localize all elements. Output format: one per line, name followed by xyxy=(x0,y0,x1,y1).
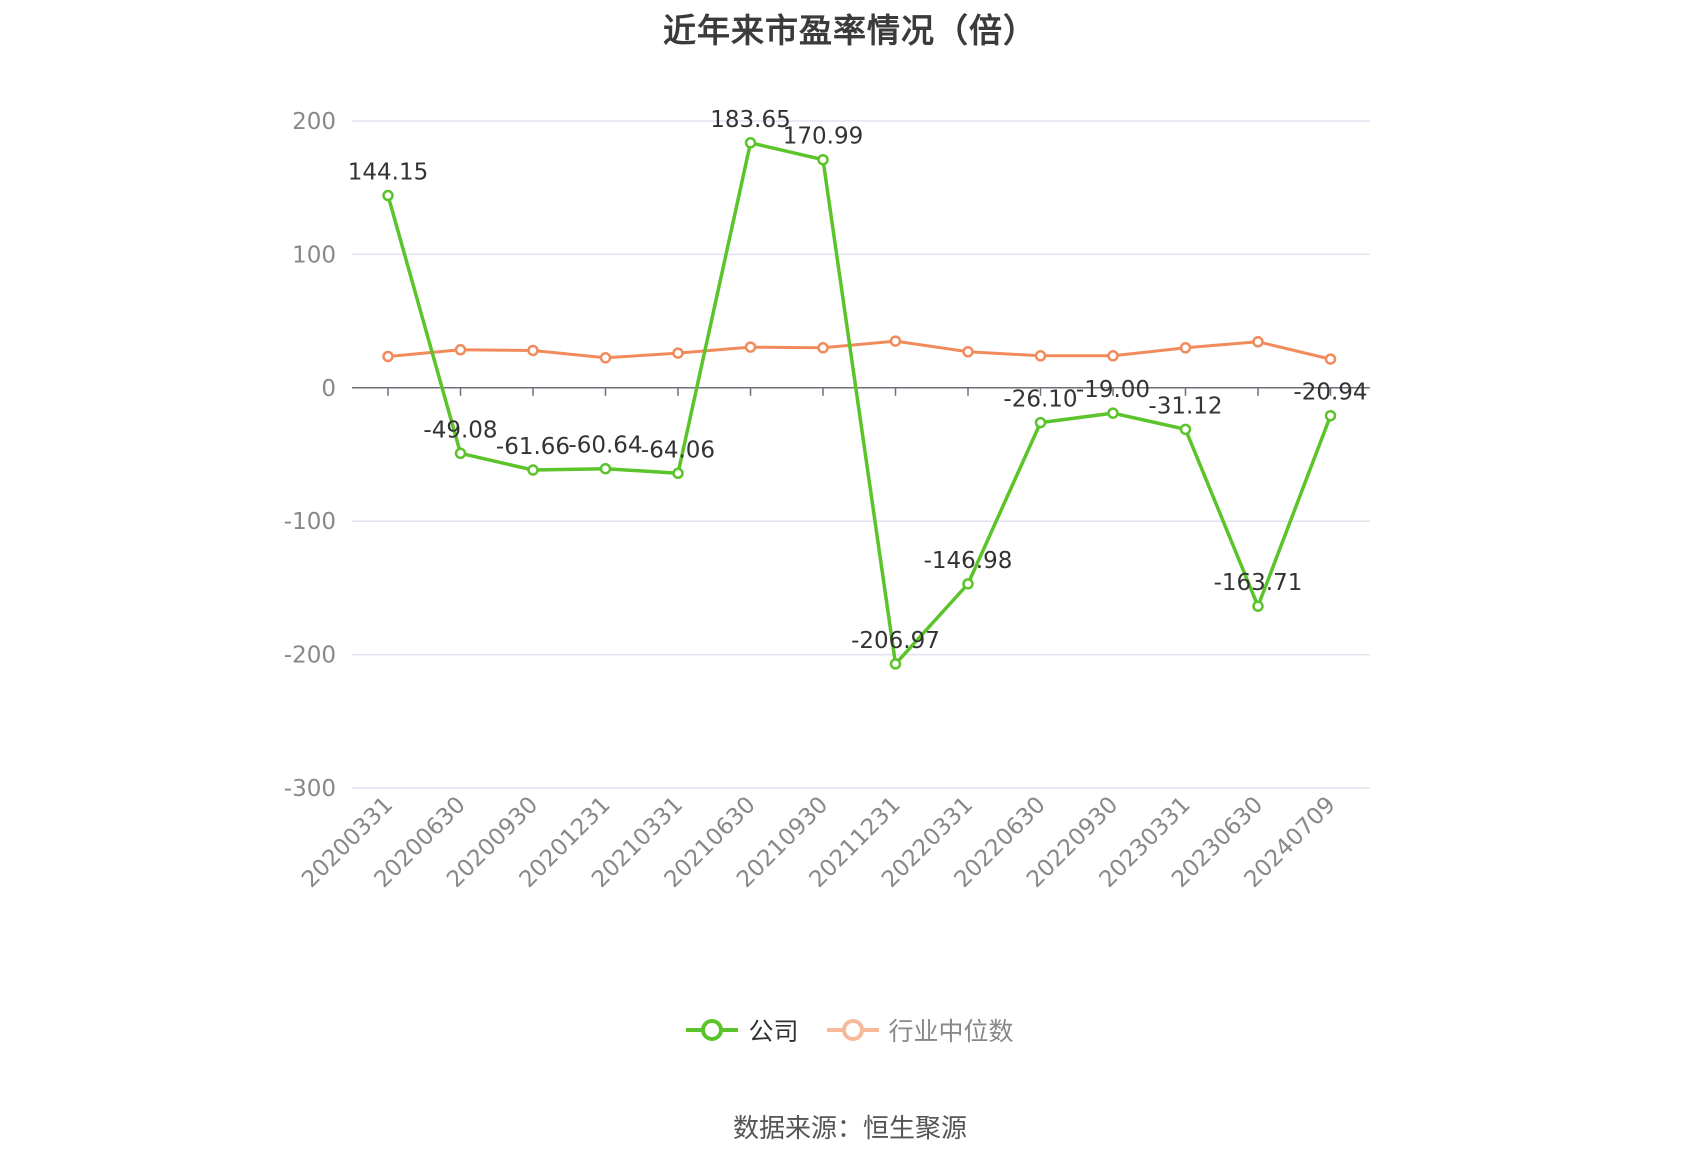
data-label-company: -146.98 xyxy=(924,548,1013,574)
data-point-company xyxy=(1107,407,1119,419)
data-point-industry xyxy=(1179,342,1192,354)
chart-title: 近年来市盈率情况（倍） xyxy=(663,11,1037,50)
data-label-company: -64.06 xyxy=(641,437,715,463)
legend: 公司 行业中位数 xyxy=(0,1012,1700,1048)
data-point-company xyxy=(889,658,902,670)
data-point-company xyxy=(817,153,829,166)
data-point-industry xyxy=(527,344,539,357)
data-point-industry xyxy=(889,335,902,347)
data-point-company xyxy=(382,189,394,202)
y-tick-label: 200 xyxy=(292,109,336,135)
data-label-company: 183.65 xyxy=(710,107,790,133)
data-point-industry xyxy=(1252,336,1264,348)
series-layer xyxy=(382,137,1337,670)
data-point-company xyxy=(454,447,467,460)
legend-label-company: 公司 xyxy=(748,1017,799,1046)
data-point-industry xyxy=(1324,353,1337,365)
data-label-company: -60.64 xyxy=(568,433,642,459)
y-tick-label: 100 xyxy=(292,242,336,268)
data-point-industry xyxy=(454,344,467,356)
data-label-company: -26.10 xyxy=(1003,387,1077,413)
label-layer: 144.15 -49.08-61.66-60.64-64.06 183.65170.… xyxy=(348,107,1368,654)
data-label-company: -49.08 xyxy=(423,417,497,443)
series-line-industry xyxy=(387,339,1331,361)
data-label-company: 170.99 xyxy=(783,124,863,150)
data-label-company: -206.97 xyxy=(851,628,940,654)
data-point-company xyxy=(744,137,757,149)
axis-layer: 2001000-100-200-300202003312020063020200… xyxy=(284,109,1370,893)
data-point-industry xyxy=(817,342,829,354)
data-point-industry xyxy=(744,341,757,353)
data-point-company xyxy=(1324,409,1337,422)
legend-swatch-company xyxy=(686,1019,739,1041)
data-label-company: -163.71 xyxy=(1214,570,1303,596)
data-label-company: 144.15 xyxy=(348,160,428,186)
data-label-company: -61.66 xyxy=(496,434,570,460)
y-tick-label: -300 xyxy=(284,776,336,802)
data-point-industry xyxy=(599,352,612,364)
source-note: 数据来源：恒生聚源 xyxy=(732,1114,967,1144)
legend-label-industry: 行业中位数 xyxy=(888,1017,1014,1046)
data-point-industry xyxy=(672,347,684,359)
legend-swatch-industry xyxy=(826,1019,879,1041)
data-point-company xyxy=(527,464,539,476)
data-label-company: -20.94 xyxy=(1293,380,1367,406)
legend-item-industry[interactable]: 行业中位数 xyxy=(826,1012,1014,1048)
data-point-company xyxy=(1252,600,1264,612)
series-line-company xyxy=(386,141,1333,666)
data-point-industry xyxy=(962,346,974,358)
legend-item-company[interactable]: 公司 xyxy=(686,1012,799,1048)
data-point-company xyxy=(672,467,684,480)
data-point-company xyxy=(1179,423,1192,436)
data-point-company xyxy=(962,578,974,590)
data-point-company xyxy=(1034,416,1047,429)
y-tick-label: 0 xyxy=(321,376,336,402)
data-point-company xyxy=(599,462,612,475)
data-label-company: -31.12 xyxy=(1148,393,1222,419)
y-tick-label: -100 xyxy=(284,509,336,535)
data-label-company: -19.00 xyxy=(1076,377,1150,403)
data-point-industry xyxy=(1034,350,1047,362)
grid-layer xyxy=(352,120,1370,789)
y-tick-label: -200 xyxy=(284,643,336,669)
data-point-industry xyxy=(382,350,394,363)
data-point-industry xyxy=(1107,350,1119,362)
